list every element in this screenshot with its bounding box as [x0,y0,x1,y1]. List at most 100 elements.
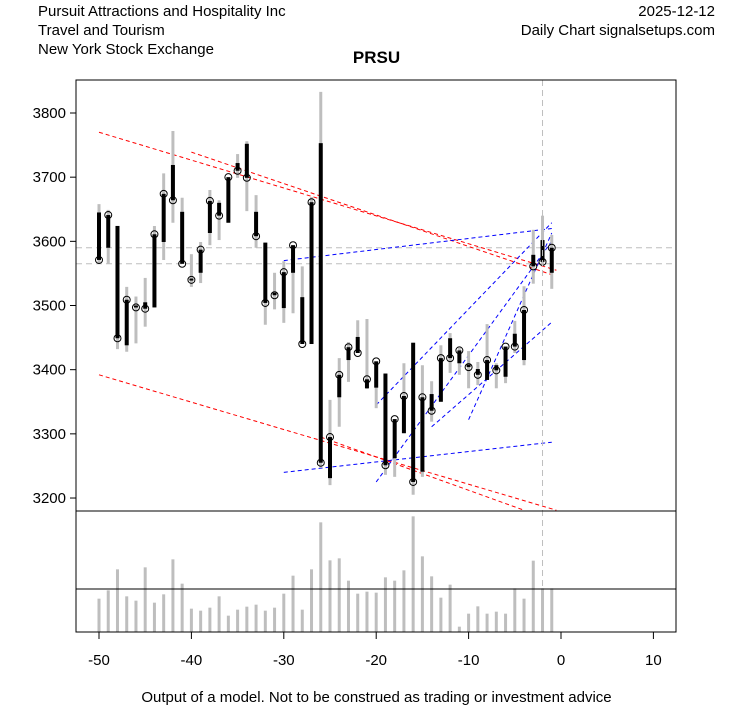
y-tick-label: 3500 [33,298,66,315]
close-marker [492,366,501,375]
y-tick-label: 3700 [33,169,66,186]
volume-bar [467,613,471,632]
bar-body [161,193,166,242]
bar-body [207,200,212,233]
volume-bar [226,615,230,632]
close-marker [510,342,519,351]
volume-bar [328,560,332,632]
close-marker [122,295,131,304]
bar-body [226,177,231,223]
bar-body [485,360,490,380]
bar-body [531,254,536,267]
plot-frame [75,79,677,633]
close-marker [399,391,408,400]
y-tick-label: 3200 [33,490,66,507]
sector: Travel and Tourism [38,22,165,39]
bar-body [420,397,425,472]
volume-bar [180,583,184,632]
bar-body [281,272,286,309]
close-marker [279,268,288,277]
bar-body [374,361,379,388]
close-marker [381,461,390,470]
bar-body [254,211,259,237]
bar-body [263,242,268,303]
bar-body [309,202,314,345]
bar-body [272,292,277,296]
close-marker [326,433,334,442]
bar-body [522,310,527,361]
close-marker [131,303,140,312]
bar-body [364,379,369,389]
close-marker [298,340,307,349]
volume-bar [374,592,378,632]
close-marker [464,363,473,372]
close-marker [224,173,233,182]
close-marker [141,304,150,313]
close-marker [353,348,362,357]
x-tick-label: -50 [88,652,110,669]
bar-body [337,374,342,398]
close-marker [168,196,177,205]
support_trend-trendline [375,222,553,406]
volume-bar [199,610,203,632]
volume-bar [273,607,277,632]
close-marker [233,166,242,175]
support_trend-trendline [431,321,553,428]
close-marker [372,357,381,366]
volume-bar [143,567,147,632]
close-marker [362,375,371,384]
volume-bar [319,522,323,632]
volume-bar [245,606,249,632]
bar-body [512,333,517,347]
volume-bar [134,600,138,632]
close-marker [252,232,261,241]
volume-bar [97,598,101,632]
volume-bar [236,609,240,632]
close-marker [187,275,196,284]
volume-bar [411,516,415,632]
close-marker [215,211,224,220]
volume-bar [420,556,424,632]
x-tick-label: -20 [365,652,387,669]
bar-body [429,394,434,411]
volume-bar [439,597,443,632]
bar-body [170,164,175,201]
chart-date: 2025-12-12 [638,3,715,20]
volume-bar [504,613,508,632]
bar-body [392,419,397,459]
bar-body [244,143,249,178]
bar-body [291,245,296,273]
bar-body [383,373,388,466]
x-tick-label: -10 [458,652,480,669]
bar-body [438,358,443,402]
company-name: Pursuit Attractions and Hospitality Inc [38,3,286,20]
y-tick-label: 3600 [33,233,66,250]
close-marker [436,354,445,363]
volume-bar [254,604,258,632]
close-marker [95,255,103,264]
volume-bar [106,590,110,632]
volume-bar [310,569,314,632]
volume-bar [346,580,350,632]
resistance-trendline [98,374,557,511]
x-tick-label: -40 [181,652,203,669]
bar-body [133,305,138,308]
y-tick-label: 3400 [33,362,66,379]
bar-body [180,211,185,264]
resistance-trendline [191,151,552,276]
support_trend-trendline [375,241,553,483]
close-marker [473,370,482,379]
bar-body [411,342,416,482]
header-left: Pursuit Attractions and Hospitality Inc … [38,2,286,59]
header-right: 2025-12-12 Daily Chart signalsetups.com [521,2,715,40]
volume-bar [208,607,212,632]
close-marker [113,334,122,343]
bar-body [189,278,194,281]
volume-bar [282,593,286,632]
close-marker [427,406,436,415]
volume-bar [115,569,119,632]
close-marker [344,343,353,352]
volume-bar [300,609,304,632]
bar-body [198,249,203,273]
